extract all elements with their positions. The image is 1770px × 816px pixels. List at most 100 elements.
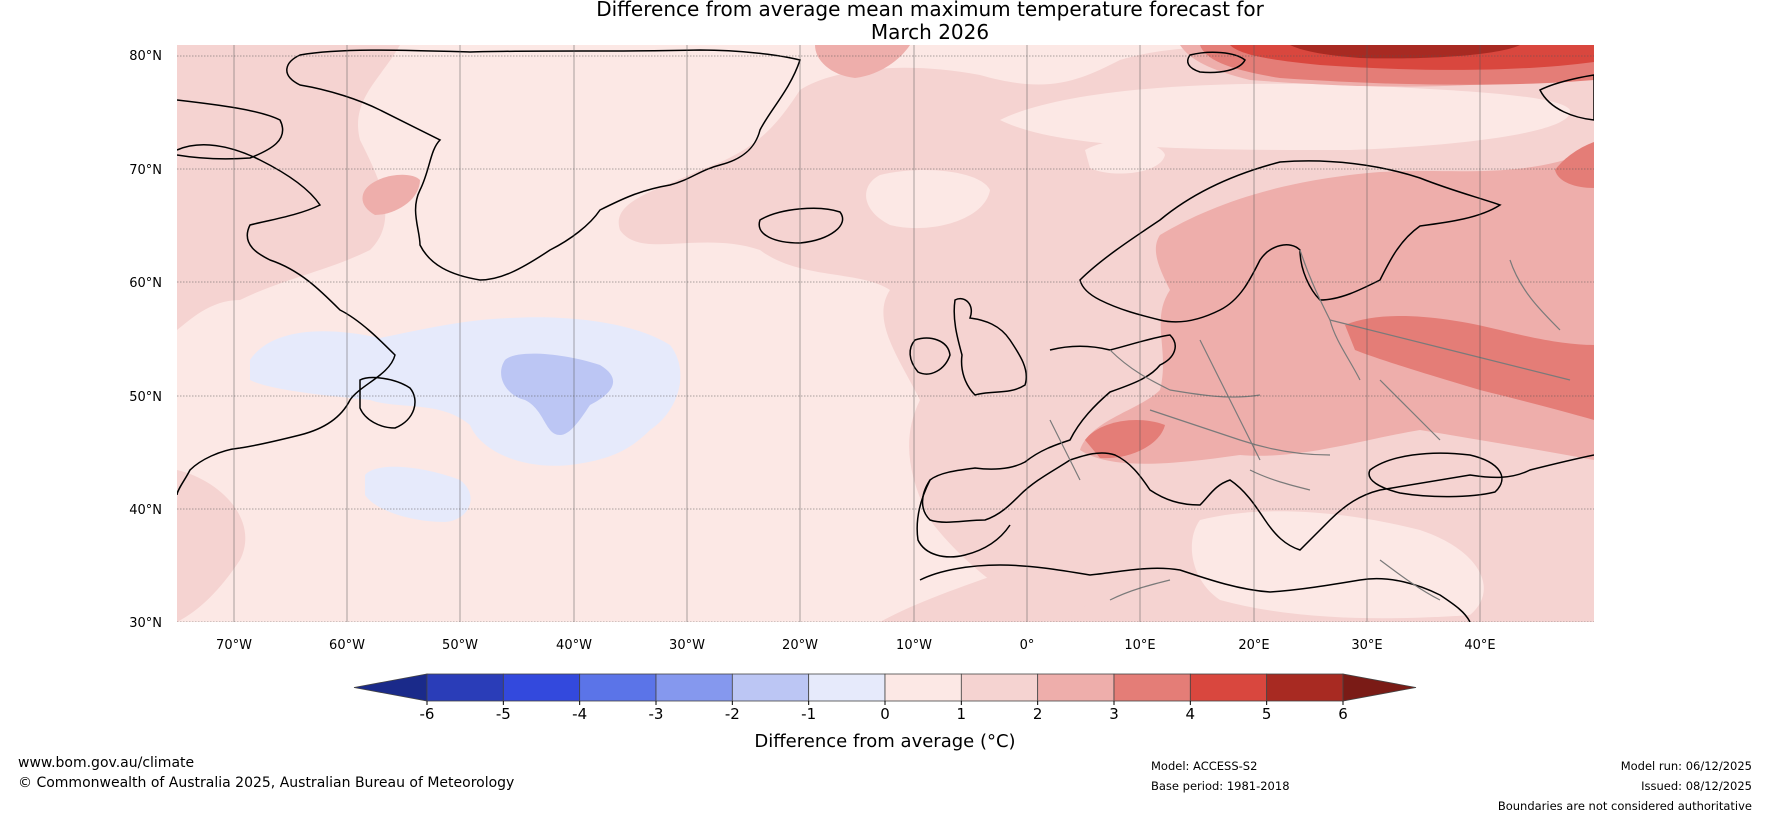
baffin-coast — [177, 99, 284, 160]
base-period: Base period: 1981-2018 — [1151, 779, 1290, 793]
border-line — [1509, 259, 1561, 331]
anomaly-region-neg1-to-0-azores — [365, 466, 471, 522]
greenland-coast — [286, 49, 801, 281]
novaya-zemlya-coast — [1538, 74, 1594, 121]
title-line-1: Difference from average mean maximum tem… — [596, 0, 1264, 21]
copyright-text: © Commonwealth of Australia 2025, Austra… — [18, 775, 515, 791]
lat-label-40n: 40°N — [129, 503, 162, 518]
footer-left: www.bom.gov.au/climate © Commonwealth of… — [18, 753, 514, 793]
website-link[interactable]: www.bom.gov.au/climate — [18, 755, 195, 771]
latitude-axis: 80°N 70°N 60°N 50°N 40°N 30°N — [129, 49, 162, 631]
colorbar-bin — [1189, 673, 1268, 702]
anomaly-region-5-to-6-arctic — [1290, 45, 1520, 59]
colorbar-tick-label: 4 — [1186, 705, 1196, 723]
colorbar-bins — [426, 673, 1344, 702]
footer-run-info: Model run: 06/12/2025 Issued: 08/12/2025… — [1498, 756, 1752, 816]
anomaly-region-3-to-4-kara — [1555, 142, 1594, 188]
map-area — [177, 45, 1594, 622]
lat-label-80n: 80°N — [129, 49, 162, 64]
colorbar-bin — [502, 673, 581, 702]
newfoundland-coast — [359, 376, 416, 429]
border-line — [1379, 559, 1441, 601]
colorbar-bin — [960, 673, 1039, 702]
colorbar-bin — [808, 673, 886, 702]
lon-label-10e: 10°E — [1124, 638, 1155, 653]
europe-mainland-coast — [921, 334, 1594, 551]
colorbar-tick-label: -4 — [572, 705, 587, 723]
anomaly-hole-0-to-1-barents — [1000, 83, 1571, 150]
black-sea-coast — [1368, 452, 1503, 498]
border-line — [1049, 419, 1081, 481]
longitude-gridlines — [233, 45, 1481, 622]
colorbar-bin — [884, 673, 962, 702]
anomaly-region-2-to-3-greenland-sea — [815, 45, 910, 78]
footer-model-info: Model: ACCESS-S2 Base period: 1981-2018 — [1151, 756, 1290, 796]
lon-label-40e: 40°E — [1464, 638, 1495, 653]
colorbar-bin — [1037, 673, 1115, 702]
colorbar-tick-label: -2 — [725, 705, 740, 723]
colorbar-bin — [1113, 673, 1191, 702]
model-name: Model: ACCESS-S2 — [1151, 759, 1258, 773]
lon-label-50w: 50°W — [442, 638, 478, 653]
lon-label-0: 0° — [1020, 638, 1035, 653]
canada-coast — [177, 144, 396, 496]
colorbar-title: Difference from average (°C) — [754, 731, 1015, 752]
anomaly-region-neg1-to-0-labrador — [250, 317, 681, 466]
colorbar-ticks: -6 -5 -4 -3 -2 -1 0 1 2 3 4 5 6 — [420, 701, 1348, 723]
anomaly-region-3-to-4-russia — [1345, 315, 1594, 420]
britain-coast — [953, 298, 1027, 396]
anomaly-region-2-to-3-baffin — [362, 174, 420, 215]
anomaly-region-1-to-2-sahara — [880, 557, 1093, 622]
border-line — [1149, 409, 1331, 456]
border-line — [1249, 469, 1311, 491]
colorbar-bin — [655, 673, 733, 702]
lon-label-10w: 10°W — [896, 638, 932, 653]
lon-label-60w: 60°W — [329, 638, 365, 653]
lon-label-20w: 20°W — [782, 638, 818, 653]
colorbar-tick-label: 5 — [1262, 705, 1272, 723]
lon-label-20e: 20°E — [1238, 638, 1269, 653]
lon-label-30w: 30°W — [669, 638, 705, 653]
border-line — [1379, 379, 1441, 441]
ireland-coast — [909, 337, 951, 375]
colorbar-extend-low — [353, 673, 428, 702]
colorbar-bin — [1266, 673, 1344, 702]
iberia-coast — [916, 479, 1011, 558]
title-line-2: March 2026 — [870, 20, 990, 44]
colorbar-bin — [426, 673, 504, 702]
colorbar: -6 -5 -4 -3 -2 -1 0 1 2 3 4 5 6 Difference from aver… — [353, 673, 1417, 752]
border-line — [1199, 339, 1261, 461]
colorbar-extend-high — [1342, 673, 1417, 702]
colorbar-tick-label: 2 — [1033, 705, 1043, 723]
lon-label-70w: 70°W — [216, 638, 252, 653]
lon-label-30e: 30°E — [1351, 638, 1382, 653]
colorbar-tick-label: -6 — [420, 705, 435, 723]
anomaly-region-1-to-2-north — [177, 45, 1594, 622]
anomaly-region-1-to-2-west — [177, 45, 400, 330]
colorbar-tick-label: 3 — [1109, 705, 1119, 723]
latitude-gridlines — [177, 55, 1594, 622]
colorbar-tick-label: -3 — [649, 705, 664, 723]
lat-label-50n: 50°N — [129, 390, 162, 405]
border-line — [1109, 349, 1261, 398]
svalbard-coast — [1187, 51, 1246, 74]
anomaly-hole-0-to-1-iceland — [866, 170, 990, 229]
country-borders — [1049, 249, 1571, 601]
longitude-axis: 70°W 60°W 50°W 40°W 30°W 20°W 10°W 0° 10… — [216, 638, 1496, 653]
model-run-date: Model run: 06/12/2025 — [1620, 759, 1752, 773]
lon-label-40w: 40°W — [556, 638, 592, 653]
colorbar-bin — [731, 673, 810, 702]
colorbar-tick-label: -5 — [496, 705, 511, 723]
colorbar-tick-label: 6 — [1338, 705, 1348, 723]
colorbar-tick-label: 1 — [957, 705, 967, 723]
north-africa-coast — [919, 564, 1471, 622]
colorbar-tick-label: 0 — [880, 705, 890, 723]
coastlines — [177, 49, 1594, 622]
anomaly-region-3-to-4-alps — [1085, 420, 1165, 459]
anomaly-hole-0-to-1-svalbard — [1085, 140, 1165, 174]
chart-title: Difference from average mean maximum tem… — [0, 0, 1770, 44]
scandinavia-coast — [1079, 160, 1502, 323]
lat-label-30n: 30°N — [129, 616, 162, 631]
anomaly-region-neg2-to-neg1-atlantic — [501, 353, 614, 435]
